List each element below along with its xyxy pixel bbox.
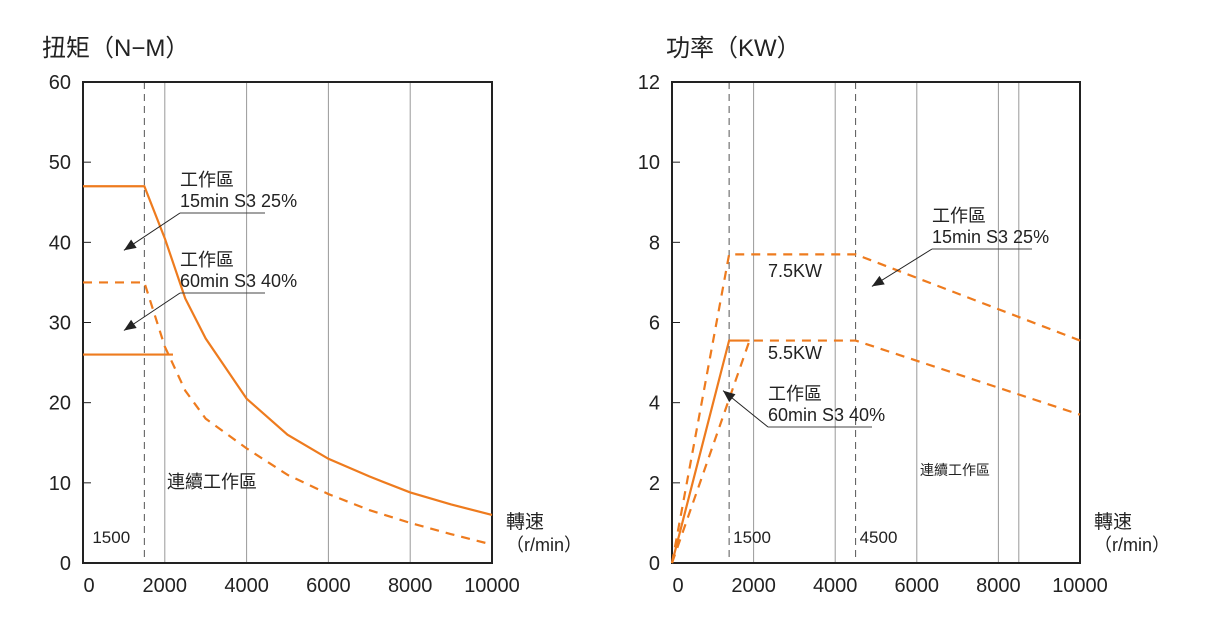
y-tick-label: 50 bbox=[49, 152, 71, 174]
x-tick-label: 4000 bbox=[224, 575, 269, 597]
annotation-text: 60min S3 40% bbox=[180, 271, 297, 291]
annotation-text: 連續工作區 bbox=[167, 472, 257, 492]
x-axis-label: 轉速 bbox=[506, 511, 544, 533]
annotation-text: 60min S3 40% bbox=[768, 405, 885, 425]
annotation-text: 5.5KW bbox=[768, 343, 822, 363]
speed-marker-label: 1500 bbox=[92, 528, 130, 547]
x-tick-label: 0 bbox=[83, 575, 94, 597]
annotation-text: 工作區 bbox=[180, 250, 234, 270]
chart-title: 扭矩（N−M） bbox=[42, 35, 189, 62]
series-line-0 bbox=[670, 253, 1081, 564]
y-tick-label: 0 bbox=[649, 553, 660, 575]
annotation-text: 工作區 bbox=[180, 170, 234, 190]
annotation-text: 工作區 bbox=[932, 206, 986, 226]
y-tick-label: 10 bbox=[638, 152, 660, 174]
series-line-1 bbox=[83, 281, 493, 546]
annotation-text: 工作區 bbox=[768, 384, 822, 404]
x-axis-unit: （r/min） bbox=[506, 535, 582, 555]
speed-marker-label: 1500 bbox=[733, 528, 771, 547]
series-line-1 bbox=[670, 339, 750, 564]
x-tick-label: 2000 bbox=[731, 575, 776, 597]
x-tick-label: 8000 bbox=[388, 575, 433, 597]
y-tick-label: 30 bbox=[49, 313, 71, 335]
x-tick-label: 10000 bbox=[464, 575, 520, 597]
speed-marker-label: 4500 bbox=[860, 528, 898, 547]
x-axis-unit: （r/min） bbox=[1094, 535, 1170, 555]
series-line-0 bbox=[83, 185, 493, 516]
x-tick-label: 6000 bbox=[306, 575, 351, 597]
x-tick-label: 0 bbox=[672, 575, 683, 597]
arrowhead-icon bbox=[123, 239, 137, 251]
annotation-text: 連續工作區 bbox=[920, 462, 990, 478]
arrowhead-icon bbox=[123, 319, 137, 331]
arrowhead-icon bbox=[723, 390, 736, 403]
y-tick-label: 12 bbox=[638, 72, 660, 94]
arrowhead-icon bbox=[871, 275, 885, 287]
y-tick-label: 8 bbox=[649, 232, 660, 254]
x-tick-label: 4000 bbox=[813, 575, 858, 597]
y-tick-label: 10 bbox=[49, 473, 71, 495]
y-tick-label: 20 bbox=[49, 393, 71, 415]
x-tick-label: 8000 bbox=[976, 575, 1021, 597]
y-tick-label: 40 bbox=[49, 232, 71, 254]
chart-title: 功率（KW） bbox=[666, 35, 801, 62]
y-tick-label: 60 bbox=[49, 72, 71, 94]
x-tick-label: 6000 bbox=[895, 575, 940, 597]
annotation-text: 7.5KW bbox=[768, 261, 822, 281]
y-tick-label: 6 bbox=[649, 313, 660, 335]
y-tick-label: 0 bbox=[60, 553, 71, 575]
y-tick-label: 2 bbox=[649, 473, 660, 495]
y-tick-label: 4 bbox=[649, 393, 660, 415]
annotation-text: 15min S3 25% bbox=[180, 191, 297, 211]
x-axis-label: 轉速 bbox=[1094, 511, 1132, 533]
annotation-text: 15min S3 25% bbox=[932, 227, 1049, 247]
series-line-2 bbox=[670, 339, 1081, 564]
x-tick-label: 10000 bbox=[1052, 575, 1108, 597]
x-tick-label: 2000 bbox=[143, 575, 188, 597]
